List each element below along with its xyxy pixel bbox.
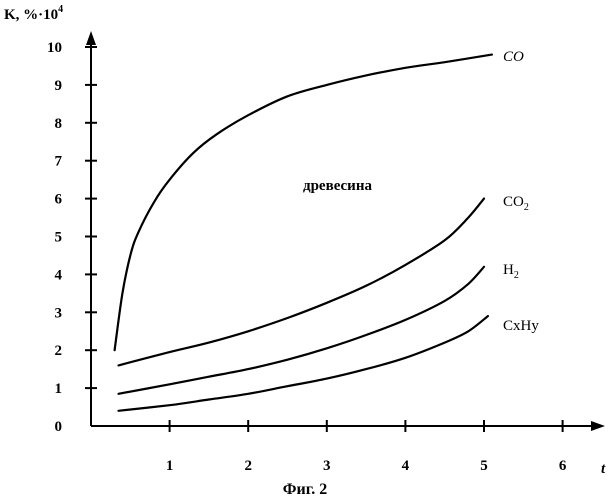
y-tick-label: 6 [55,192,63,208]
x-ticks: 1 2 3 4 5 6 [166,420,567,474]
figure-caption: Фиг. 2 [283,481,327,498]
x-tick-label: 1 [166,458,174,474]
x-tick-label: 6 [559,458,567,474]
x-tick-label: 5 [480,458,488,474]
y-tick-label: 10 [47,40,62,56]
x-axis [91,421,605,431]
y-tick-label: 4 [55,267,63,283]
x-tick-label: 4 [402,458,410,474]
x-tick-label: 3 [323,458,331,474]
y-ticks: 0 1 2 3 4 5 6 7 8 9 10 [47,40,97,435]
y-tick-label: 7 [55,154,63,170]
series-label-co2: CO2 [503,194,529,213]
series-label-h2: H2 [503,262,519,281]
y-tick-label: 8 [55,116,63,132]
series-line-h2 [119,267,485,394]
y-tick-label: 1 [55,381,63,397]
y-tick-label: 9 [55,78,63,94]
series-label-cxhy: CxHy [503,318,539,334]
x-axis-arrow [591,421,605,431]
y-axis-title: K, %·104 [4,4,63,23]
y-tick-label: 5 [55,230,63,246]
annotation-label: древесина [303,178,372,194]
series-line-co2 [119,199,485,366]
series-label-co: CO [503,49,524,65]
series-labels: CO CO2 H2 CxHy [503,49,539,334]
y-axis [86,31,96,426]
x-tick-label: 2 [244,458,252,474]
y-axis-arrow [86,31,96,45]
y-tick-label: 0 [55,419,63,435]
y-tick-label: 2 [55,343,63,359]
series-group [115,55,492,411]
x-axis-title: t [601,461,606,477]
y-tick-label: 3 [55,305,63,321]
series-line-cxhy [119,316,488,411]
